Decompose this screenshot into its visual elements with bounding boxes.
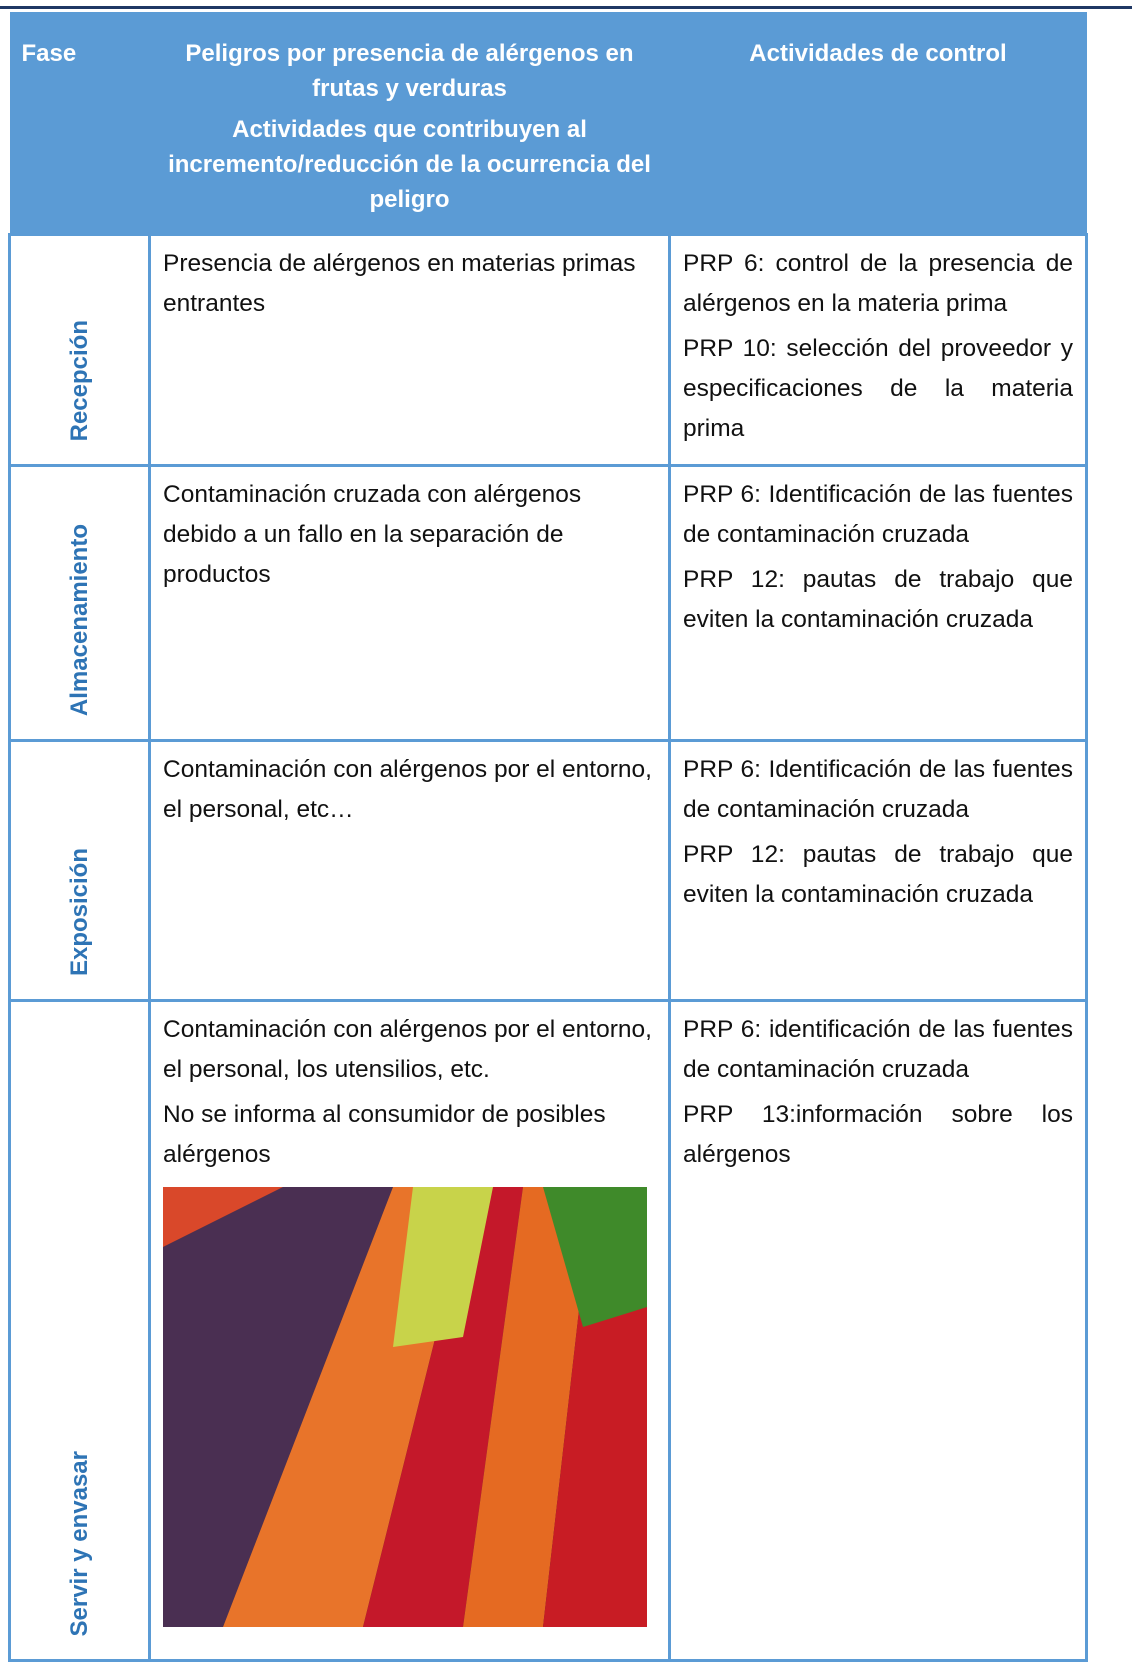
control-text: PRP 6: Identificación de las fuentes de … bbox=[683, 481, 1073, 548]
control-cell: PRP 6: Identificación de las fuentes de … bbox=[668, 464, 1088, 742]
hazard-text: Contaminación cruzada con alérgenos debi… bbox=[163, 481, 582, 588]
vegetables-image bbox=[163, 1187, 647, 1627]
table-row: Almacenamiento Contaminación cruzada con … bbox=[8, 464, 1088, 742]
control-text: PRP 6: control de la presencia de alérge… bbox=[683, 250, 1073, 317]
control-text: PRP 6: Identificación de las fuentes de … bbox=[683, 756, 1073, 823]
control-cell: PRP 6: identificación de las fuentes de … bbox=[668, 999, 1088, 1662]
phase-cell: Recepción bbox=[8, 233, 151, 467]
hazard-cell: Contaminación con alérgenos por el entor… bbox=[148, 739, 671, 1002]
table-row: Servir y envasar Contaminación con alérge… bbox=[8, 999, 1088, 1662]
header-cell: Fase bbox=[9, 12, 150, 235]
hazard-text: Presencia de alérgenos en materias prima… bbox=[163, 250, 636, 317]
hazard-table: Fase Peligros por presencia de alérgenos… bbox=[8, 12, 1088, 1662]
header-text: Peligros por presencia de alérgenos en f… bbox=[185, 40, 634, 102]
phase-cell: Exposición bbox=[8, 739, 151, 1002]
hazard-cell: Contaminación cruzada con alérgenos debi… bbox=[148, 464, 671, 742]
control-cell: PRP 6: Identificación de las fuentes de … bbox=[668, 739, 1088, 1002]
hazard-text: No se informa al consumidor de posibles … bbox=[163, 1101, 606, 1168]
phase-label: Recepción bbox=[65, 319, 93, 441]
hazard-cell: Presencia de alérgenos en materias prima… bbox=[148, 233, 671, 467]
control-text: PRP 12: pautas de trabajo que eviten la … bbox=[683, 841, 1073, 908]
phase-label: Exposición bbox=[65, 847, 93, 976]
control-text: PRP 12: pautas de trabajo que eviten la … bbox=[683, 566, 1073, 633]
table-body: Recepción Presencia de alérgenos en mater… bbox=[8, 233, 1088, 1662]
header-row: Fase Peligros por presencia de alérgenos… bbox=[9, 12, 1087, 235]
header-cell: Actividades de control bbox=[669, 12, 1087, 235]
table-row: Recepción Presencia de alérgenos en mater… bbox=[8, 233, 1088, 467]
phase-label: Servir y envasar bbox=[65, 1450, 93, 1636]
control-text: PRP 6: identificación de las fuentes de … bbox=[683, 1016, 1073, 1083]
header-text: Actividades que contribuyen al increment… bbox=[168, 116, 651, 213]
control-cell: PRP 6: control de la presencia de alérge… bbox=[668, 233, 1088, 467]
hazard-cell: Contaminación con alérgenos por el entor… bbox=[148, 999, 671, 1662]
hazard-text: Contaminación con alérgenos por el entor… bbox=[163, 1016, 652, 1083]
phase-cell: Servir y envasar bbox=[8, 999, 151, 1662]
top-rule bbox=[0, 6, 1132, 9]
phase-label: Almacenamiento bbox=[65, 523, 93, 716]
header-cell: Peligros por presencia de alérgenos en f… bbox=[149, 12, 670, 235]
control-text: PRP 10: selección del proveedor y especi… bbox=[683, 335, 1073, 442]
table-row: Exposición Contaminación con alérgenos po… bbox=[8, 739, 1088, 1002]
phase-cell: Almacenamiento bbox=[8, 464, 151, 742]
control-text: PRP 13:información sobre los alérgenos bbox=[683, 1101, 1073, 1168]
hazard-text: Contaminación con alérgenos por el entor… bbox=[163, 756, 652, 823]
